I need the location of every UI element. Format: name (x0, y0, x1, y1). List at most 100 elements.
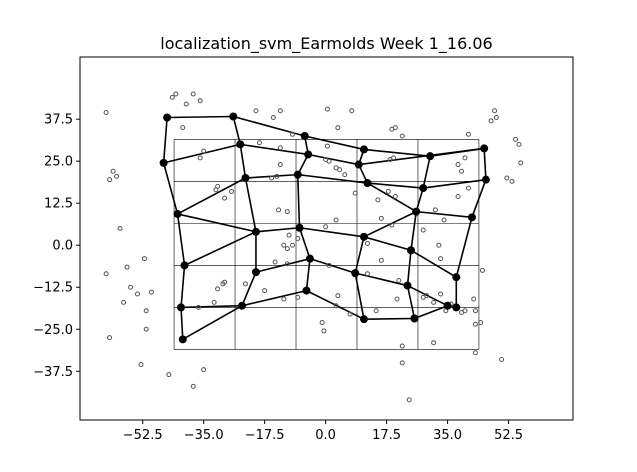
scatter-point (420, 227, 426, 233)
scatter-point (333, 303, 339, 309)
scatter-point (319, 320, 325, 326)
axes-frame (79, 56, 574, 421)
x-tick-label: −52.5 (123, 428, 163, 443)
scatter-point (364, 271, 370, 277)
scatter-point (349, 108, 355, 114)
graph-edge (416, 210, 473, 219)
graph-node (403, 281, 412, 290)
graph-node (304, 150, 313, 159)
scatter-point (459, 168, 465, 174)
scatter-point (335, 125, 341, 131)
graph-node (359, 145, 368, 154)
graph-edge (255, 257, 311, 273)
scatter-point (284, 246, 290, 252)
graph-edge (305, 258, 311, 291)
graph-edge (415, 187, 424, 212)
scatter-point (197, 98, 203, 104)
scatter-point (277, 145, 283, 151)
scatter-point (121, 299, 127, 305)
x-tick-label: 35.0 (433, 428, 462, 443)
scatter-point (281, 296, 287, 302)
scatter-point (335, 293, 341, 299)
graph-node (180, 261, 189, 270)
scatter-point (117, 225, 123, 231)
graph-edge (167, 115, 234, 119)
scatter-point (385, 188, 391, 194)
scatter-points (103, 91, 524, 403)
scatter-point (347, 311, 353, 317)
graph-edge (177, 213, 257, 233)
graph-edge (296, 174, 301, 228)
graph-edge (304, 135, 365, 151)
x-tick-label: −17.5 (245, 428, 285, 443)
scatter-point (513, 136, 519, 142)
graph-edge (363, 317, 415, 320)
scatter-point (389, 222, 395, 228)
graph-edge (406, 250, 412, 286)
graph-node (159, 158, 168, 167)
graph-edge (354, 272, 365, 320)
graph-node (236, 140, 245, 149)
y-tick-label: −25.0 (33, 323, 73, 338)
scatter-point (290, 131, 296, 137)
scatter-point (432, 207, 438, 213)
scatter-point (295, 294, 301, 300)
graph-node (305, 254, 314, 263)
graph-edge (455, 217, 473, 278)
graph-node (406, 246, 415, 255)
scatter-point (333, 217, 339, 223)
graph-node (177, 303, 186, 312)
graph-edge (471, 179, 487, 218)
graph-node (351, 269, 360, 278)
scatter-point (488, 118, 494, 124)
graph-edge (367, 182, 424, 189)
graph-node (419, 184, 428, 193)
scatter-point (396, 278, 402, 284)
x-tick-label: 52.5 (494, 428, 523, 443)
y-tick-label: 0.0 (52, 239, 73, 254)
scatter-point (478, 320, 484, 326)
graph-edge (184, 231, 257, 267)
graph-node (241, 174, 250, 182)
graph-edge (309, 257, 356, 274)
scatter-point (103, 109, 109, 115)
scatter-point (462, 155, 468, 161)
scatter-point (375, 197, 381, 203)
scatter-point (342, 172, 348, 178)
graph-edge (181, 304, 243, 309)
graph-edge (241, 271, 257, 307)
graph-node (412, 207, 421, 216)
graph-node (293, 170, 302, 179)
scatter-point (269, 175, 275, 181)
scatter-point (406, 397, 412, 403)
scatter-point (472, 321, 478, 327)
scatter-point (201, 367, 207, 373)
graph-node (354, 160, 363, 169)
graph-edge (177, 177, 246, 215)
graph-node (251, 227, 260, 236)
graph-node (481, 175, 490, 184)
scatter-point (281, 242, 287, 248)
scatter-point (504, 175, 510, 181)
scatter-point (190, 91, 196, 97)
scatter-point (284, 261, 290, 267)
chart-title: localization_svm_Earmolds Week 1_16.06 (160, 34, 492, 54)
scatter-point (215, 286, 221, 292)
graph-edge (162, 117, 168, 163)
scatter-point (295, 236, 301, 241)
y-tick-label: −37.5 (33, 365, 73, 380)
scatter-point (465, 185, 471, 191)
reference-grid (173, 139, 480, 350)
scatter-point (378, 215, 384, 221)
scatter-point (326, 262, 332, 268)
graph-edge (239, 144, 247, 179)
graph-edge (423, 178, 487, 189)
scatter-point (114, 173, 120, 179)
x-tick-label: 17.5 (372, 428, 401, 443)
graph-edge (483, 148, 487, 180)
scatter-point (256, 140, 262, 146)
graph-node (229, 112, 238, 121)
scatter-point (242, 281, 248, 287)
scatter-point (141, 256, 147, 262)
